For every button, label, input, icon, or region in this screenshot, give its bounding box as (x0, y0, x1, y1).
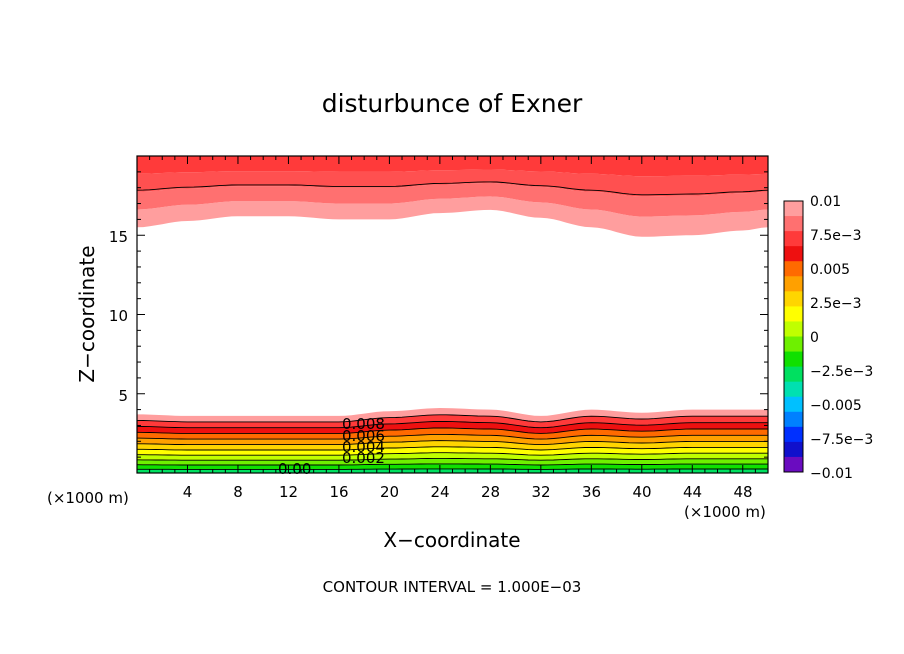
contour-line (137, 463, 768, 466)
colorbar-swatch (784, 246, 803, 262)
colorbar-swatch (784, 396, 803, 413)
contour-band-upper (137, 182, 768, 217)
y-axis-label: Z−coordinate (75, 245, 99, 382)
x-axis-label: X−coordinate (383, 528, 520, 552)
x-tick-label: 44 (683, 483, 702, 501)
contour-label-0.008: 0.008 (342, 415, 385, 433)
colorbar-swatch (784, 426, 803, 443)
colorbar-swatch (784, 201, 803, 217)
x-tick-label: 4 (183, 483, 193, 501)
x-unit-right: (×1000 m) (684, 503, 766, 521)
colorbar-label: 0 (810, 330, 819, 346)
colorbar-labels: 0.01 7.5e−3 0.005 2.5e−3 0 −2.5e−3 −0.00… (810, 194, 873, 482)
contour-line (137, 414, 768, 423)
colorbar-label: 0.01 (810, 194, 841, 210)
colorbar-swatch (784, 411, 803, 428)
colorbar-frame (783, 200, 804, 473)
contour-line (137, 433, 768, 440)
x-tick-label: 12 (279, 483, 298, 501)
colorbar-swatch (784, 381, 803, 398)
x-tick-label: 32 (531, 483, 550, 501)
contour-band-lower (137, 427, 768, 440)
colorbar-swatch (784, 366, 803, 383)
colorbar-swatch (784, 441, 803, 458)
colorbar-swatch (784, 261, 803, 277)
x-tick-label: 40 (632, 483, 651, 501)
contour-band-lower (137, 452, 768, 461)
colorbar-swatch (784, 276, 803, 292)
contour-line (137, 420, 768, 429)
colorbar-label: −0.005 (810, 398, 862, 414)
x-tick-label: 24 (430, 483, 449, 501)
x-tick-label: 8 (233, 483, 243, 501)
x-tick-label: 48 (733, 483, 752, 501)
y-tick-labels: 5 10 15 (109, 228, 128, 405)
x-unit-left: (×1000 m) (47, 489, 129, 507)
chart-title: disturbunce of Exner (322, 89, 583, 118)
contour-label-0.002: 0.002 (342, 449, 385, 467)
contour-label-0.004: 0.004 (342, 438, 385, 456)
x-tick-labels: 4 8 12 16 20 24 28 32 36 40 44 48 (183, 483, 753, 501)
colorbar-swatch (784, 321, 803, 337)
contour-band-lower (137, 458, 768, 465)
contour-band-lower (137, 421, 768, 434)
axis-ticks (136, 155, 769, 474)
colorbar-swatch (784, 216, 803, 232)
contour-line (137, 468, 768, 470)
colorbar-label: 0.005 (810, 262, 850, 278)
x-tick-label: 28 (481, 483, 500, 501)
contour-interval-footer: CONTOUR INTERVAL = 1.000E−03 (323, 578, 582, 596)
colorbar-label: −7.5e−3 (810, 432, 873, 448)
colorbar-swatch (784, 336, 803, 353)
contour-label-0.00: 0.00 (278, 460, 311, 478)
y-tick-label: 5 (118, 387, 128, 405)
colorbar-swatch (784, 456, 803, 473)
colorbar-label: 7.5e−3 (810, 228, 862, 244)
colorbar (784, 201, 803, 473)
contour-line (137, 427, 768, 434)
x-tick-label: 16 (329, 483, 348, 501)
y-tick-label: 10 (109, 307, 128, 325)
contour-band-lower (137, 434, 768, 445)
x-tick-label: 36 (582, 483, 601, 501)
colorbar-swatch (784, 231, 803, 247)
colorbar-label: −2.5e−3 (810, 364, 873, 380)
contour-line (137, 446, 768, 451)
contour-band-upper (137, 196, 768, 237)
colorbar-swatch (784, 351, 803, 368)
colorbar-label: −0.01 (810, 466, 853, 482)
x-tick-label: 20 (380, 483, 399, 501)
contour-line (137, 181, 768, 196)
contour-line (137, 440, 768, 446)
contour-line (137, 452, 768, 456)
contour-label-0.006: 0.006 (342, 427, 385, 445)
contour-lines (137, 181, 768, 470)
colorbar-swatch (784, 291, 803, 307)
contour-line (137, 457, 768, 461)
contour-band-upper (137, 156, 768, 177)
y-tick-label: 15 (109, 228, 128, 246)
colorbar-label: 2.5e−3 (810, 296, 862, 312)
colorbar-swatch (784, 306, 803, 322)
contour-labels: 0.008 0.006 0.004 0.002 0.00 (278, 415, 385, 478)
